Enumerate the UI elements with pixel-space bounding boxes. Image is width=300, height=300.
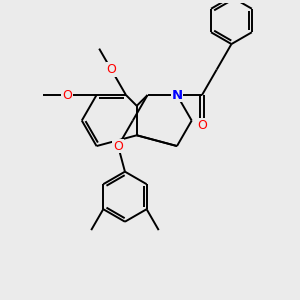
Text: O: O (62, 88, 72, 102)
Text: N: N (171, 88, 182, 102)
Text: O: O (197, 119, 207, 132)
Text: O: O (106, 63, 116, 76)
Text: O: O (113, 140, 123, 153)
